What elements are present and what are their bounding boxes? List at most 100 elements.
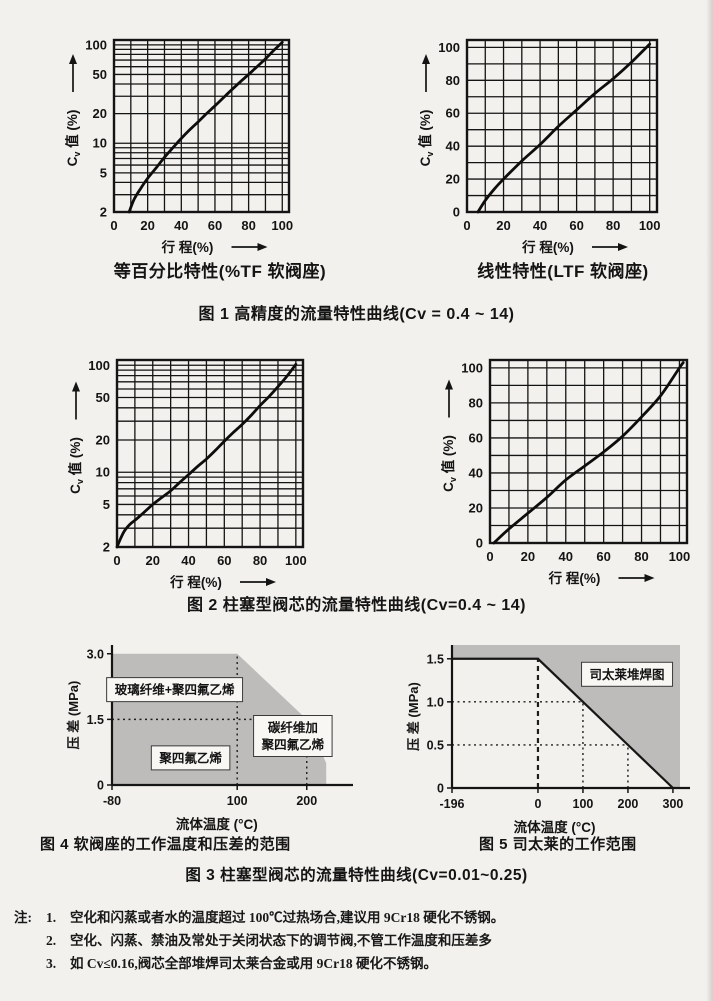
svg-text:60: 60: [569, 218, 583, 233]
svg-text:-196: -196: [439, 797, 464, 811]
plug-type-log-characteristic-chart: 0 20 40 60 80 100 100 50 20 10 5 2 Cv 值 (%) 行 程(%): [61, 348, 317, 602]
svg-text:100: 100: [88, 358, 110, 373]
svg-text:80: 80: [469, 395, 483, 410]
svg-text:100: 100: [639, 218, 661, 233]
svg-text:20: 20: [446, 172, 460, 187]
svg-text:100: 100: [85, 37, 107, 52]
svg-text:60: 60: [446, 106, 460, 121]
svg-text:行 程(%): 行 程(%): [548, 570, 601, 586]
svg-text:10: 10: [93, 136, 107, 151]
svg-text:玻璃纤维+聚四氟乙烯: 玻璃纤维+聚四氟乙烯: [115, 682, 235, 697]
caption-fig3: 图 3 柱塞型阀芯的流量特性曲线(Cv=0.01~0.25): [185, 867, 528, 884]
soft-seat-operating-range-chart: 0 1.5 3.0 -80 100 200 玻璃纤维+聚四氟乙烯 碳纤维加 聚四氟乙烯 聚四氟乙烯…: [60, 639, 355, 842]
svg-text:100: 100: [573, 797, 594, 811]
footnote-text: 如 Cv≤0.16,阀芯全部堆焊司太莱合金或用 9Cr18 硬化不锈钢。: [70, 956, 438, 971]
svg-text:80: 80: [253, 553, 267, 568]
footnote-label: 注:: [14, 910, 32, 925]
svg-text:40: 40: [181, 553, 195, 568]
svg-text:100: 100: [285, 553, 307, 568]
svg-text:5: 5: [103, 497, 110, 512]
caption-fig4: 图 4 软阀座的工作温度和压差的范围: [40, 836, 291, 853]
subtitle-equal-percentage: 等百分比特性(%TF 软阀座): [113, 262, 327, 281]
svg-text:Cv 值 (%): Cv 值 (%): [417, 110, 435, 167]
caption-fig5: 图 5 司太莱的工作范围: [479, 836, 637, 853]
svg-text:-80: -80: [103, 794, 121, 808]
footnote-3: 3. 如 Cv≤0.16,阀芯全部堆焊司太莱合金或用 9Cr18 硬化不锈钢。: [14, 952, 674, 975]
svg-text:40: 40: [469, 465, 483, 480]
svg-text:0: 0: [110, 218, 117, 233]
svg-text:行 程(%): 行 程(%): [161, 239, 214, 255]
svg-text:2: 2: [100, 205, 107, 220]
svg-text:100: 100: [461, 360, 483, 375]
scan-edge-artifact: [706, 0, 713, 1001]
svg-text:3.0: 3.0: [87, 647, 104, 661]
footnotes-block: 注: 1. 空化和闪蒸或者水的温度超过 100℃过热场合,建议用 9Cr18 硬…: [14, 906, 674, 975]
caption-fig2: 图 2 柱塞型阀芯的流量特性曲线(Cv=0.4 ~ 14): [186, 597, 527, 614]
svg-text:20: 20: [93, 106, 107, 121]
svg-text:0: 0: [437, 782, 444, 796]
svg-text:压 差 (MPa): 压 差 (MPa): [66, 681, 81, 750]
svg-text:Cv 值 (%): Cv 值 (%): [67, 437, 85, 494]
svg-text:20: 20: [521, 549, 535, 564]
svg-text:行 程(%): 行 程(%): [169, 574, 222, 590]
svg-text:200: 200: [618, 797, 639, 811]
svg-text:0: 0: [113, 553, 120, 568]
svg-text:0: 0: [463, 218, 470, 233]
svg-text:碳纤维加: 碳纤维加: [268, 720, 318, 735]
svg-text:2: 2: [103, 540, 110, 555]
svg-text:20: 20: [146, 553, 160, 568]
equal-percentage-characteristic-chart: 0 20 40 60 80 100 100 50 20 10 5 2 Cv 值 (%) 行 程(%): [58, 28, 303, 267]
subtitle-linear: 线性特性(LTF 软阀座): [477, 262, 649, 281]
svg-text:200: 200: [296, 794, 317, 808]
footnote-number: 1.: [46, 910, 57, 925]
plug-type-linear-characteristic-chart: 0 20 40 60 80 100 0 20 40 60 80 100 Cv 值 (%) 行 程(%): [434, 348, 701, 598]
svg-text:80: 80: [241, 218, 255, 233]
svg-text:0: 0: [97, 779, 104, 793]
caption-fig1: 图 1 高精度的流量特性曲线(Cv = 0.4 ~ 14): [198, 306, 515, 323]
svg-text:60: 60: [217, 553, 231, 568]
stellite-operating-range-chart: 0 0.5 1.0 1.5 -196 0 100 200 300 司太莱堆焊图压 差 (MPa) 流…: [400, 639, 692, 845]
svg-text:50: 50: [96, 390, 110, 405]
svg-text:80: 80: [446, 73, 460, 88]
svg-text:Cv 值 (%): Cv 值 (%): [440, 435, 458, 492]
svg-text:300: 300: [663, 797, 684, 811]
svg-text:50: 50: [93, 67, 107, 82]
footnote-text: 空化和闪蒸或者水的温度超过 100℃过热场合,建议用 9Cr18 硬化不锈钢。: [70, 910, 505, 925]
svg-text:0: 0: [453, 205, 460, 220]
footnote-number: 2.: [46, 933, 57, 948]
svg-text:Cv 值 (%): Cv 值 (%): [64, 110, 82, 167]
svg-text:100: 100: [271, 218, 293, 233]
svg-text:100: 100: [669, 549, 691, 564]
svg-text:0: 0: [476, 536, 483, 551]
svg-text:10: 10: [96, 465, 110, 480]
svg-text:100: 100: [227, 794, 248, 808]
svg-text:1.0: 1.0: [427, 695, 444, 709]
svg-text:5: 5: [100, 165, 107, 180]
svg-text:80: 80: [634, 549, 648, 564]
svg-text:1.5: 1.5: [87, 713, 104, 727]
footnote-1: 注: 1. 空化和闪蒸或者水的温度超过 100℃过热场合,建议用 9Cr18 硬…: [14, 906, 674, 929]
svg-text:流体温度 (°C): 流体温度 (°C): [176, 816, 258, 832]
svg-text:0.5: 0.5: [427, 738, 444, 752]
svg-text:40: 40: [174, 218, 188, 233]
svg-text:20: 20: [140, 218, 154, 233]
svg-text:0: 0: [486, 549, 493, 564]
svg-text:60: 60: [208, 218, 222, 233]
svg-text:40: 40: [533, 218, 547, 233]
svg-text:司太莱堆焊图: 司太莱堆焊图: [590, 667, 665, 682]
svg-text:聚四氟乙烯: 聚四氟乙烯: [158, 750, 222, 765]
footnote-text: 空化、闪蒸、禁油及常处于关闭状态下的调节阀,不管工作温度和压差多: [70, 933, 492, 948]
footnote-2: 2. 空化、闪蒸、禁油及常处于关闭状态下的调节阀,不管工作温度和压差多: [14, 929, 674, 952]
svg-text:1.5: 1.5: [427, 652, 444, 666]
svg-text:压 差 (MPa): 压 差 (MPa): [406, 682, 421, 751]
footnote-number: 3.: [46, 956, 57, 971]
svg-text:40: 40: [446, 139, 460, 154]
svg-text:60: 60: [596, 549, 610, 564]
svg-text:40: 40: [559, 549, 573, 564]
svg-text:20: 20: [496, 218, 510, 233]
svg-text:0: 0: [534, 797, 541, 811]
svg-text:20: 20: [96, 433, 110, 448]
svg-text:60: 60: [469, 430, 483, 445]
linear-characteristic-chart: 0 20 40 60 80 100 0 20 40 60 80 100 Cv 值 (%) 行 程(%): [411, 28, 671, 267]
